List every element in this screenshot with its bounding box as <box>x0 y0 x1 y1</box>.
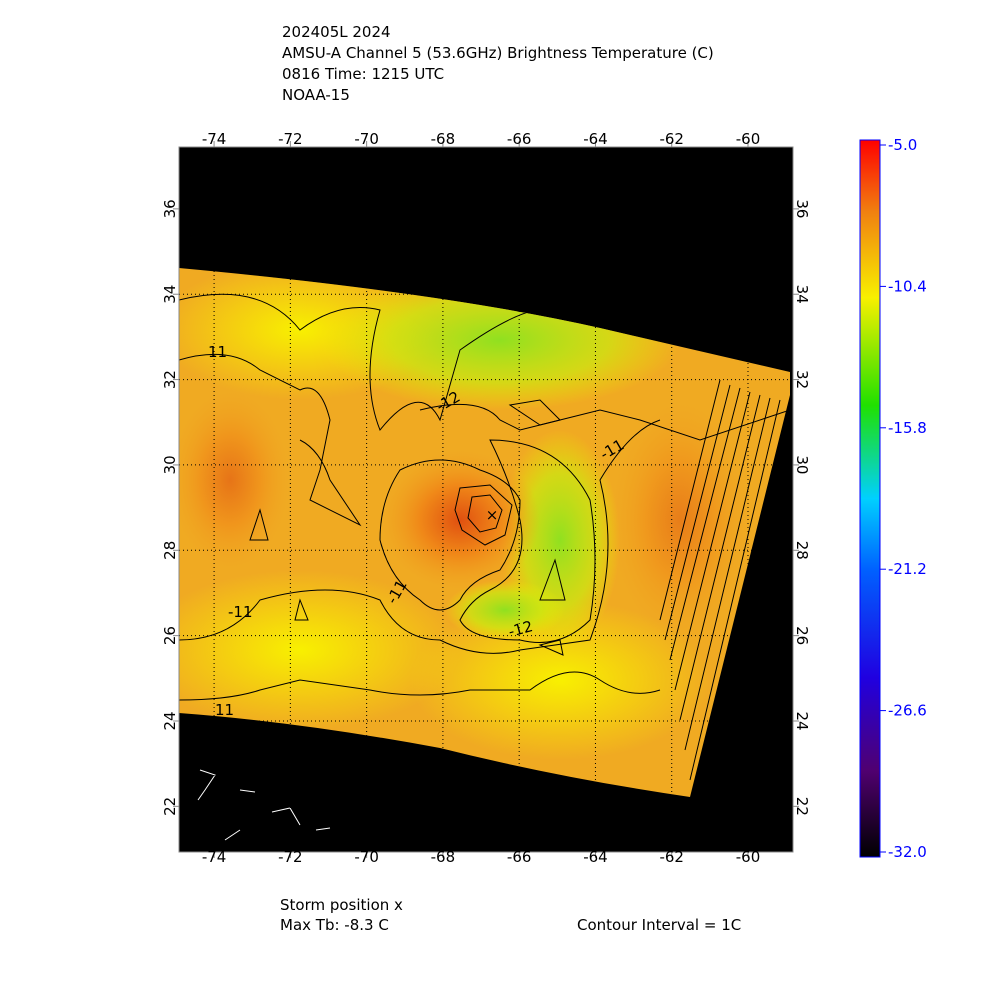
footer-max-tb: Max Tb: -8.3 C <box>280 916 389 934</box>
title-line: AMSU-A Channel 5 (53.6GHz) Brightness Te… <box>282 44 714 62</box>
title-line: NOAA-15 <box>282 86 350 104</box>
colorbar-label: -10.4 <box>888 277 927 295</box>
x-tick-label: -72 <box>278 130 303 148</box>
y-tick-label: 26 <box>793 626 811 645</box>
x-tick-label: -60 <box>736 848 761 866</box>
x-tick-label: -66 <box>507 130 532 148</box>
x-tick-label: -74 <box>202 130 227 148</box>
y-tick-label: 22 <box>793 797 811 816</box>
x-tick-label: -64 <box>583 848 608 866</box>
contour-label: 11 <box>215 701 234 719</box>
x-tick-label: -62 <box>659 848 684 866</box>
title-line: 202405L 2024 <box>282 23 391 41</box>
y-tick-label: 28 <box>161 541 179 560</box>
colorbar-label: -26.6 <box>888 702 927 720</box>
contour-label: 11 <box>208 343 227 361</box>
storm-marker: × <box>486 506 499 524</box>
x-tick-label: -72 <box>278 848 303 866</box>
x-tick-label: -66 <box>507 848 532 866</box>
x-tick-label: -70 <box>354 130 379 148</box>
map-frame <box>178 146 794 853</box>
y-tick-label: 28 <box>793 541 811 560</box>
x-tick-label: -74 <box>202 848 227 866</box>
contour-label: -11 <box>228 603 253 621</box>
colorbar-label: -32.0 <box>888 843 927 861</box>
colorbar-label: -21.2 <box>888 560 927 578</box>
y-tick-label: 36 <box>161 199 179 218</box>
contour-label: -12 <box>506 617 534 641</box>
y-tick-label: 30 <box>161 455 179 474</box>
coastline <box>197 769 331 841</box>
x-tick-label: -62 <box>659 130 684 148</box>
swath <box>179 268 790 797</box>
x-tick-label: -68 <box>431 130 456 148</box>
x-tick-label: -64 <box>583 130 608 148</box>
y-tick-label: 32 <box>161 370 179 389</box>
y-tick-label: 24 <box>793 711 811 730</box>
colorbar-label: -5.0 <box>888 136 917 154</box>
y-tick-label: 34 <box>161 285 179 304</box>
y-tick-label: 36 <box>793 199 811 218</box>
footer-interval: Contour Interval = 1C <box>577 916 741 934</box>
y-tick-label: 32 <box>793 370 811 389</box>
y-tick-label: 34 <box>793 285 811 304</box>
colorbar <box>859 139 881 858</box>
x-tick-label: -60 <box>736 130 761 148</box>
y-tick-label: 22 <box>161 797 179 816</box>
x-tick-label: -68 <box>431 848 456 866</box>
title-line: 0816 Time: 1215 UTC <box>282 65 444 83</box>
y-tick-label: 30 <box>793 455 811 474</box>
y-tick-label: 26 <box>161 626 179 645</box>
x-tick-label: -70 <box>354 848 379 866</box>
y-tick-label: 24 <box>161 711 179 730</box>
footer-storm: Storm position x <box>280 896 403 914</box>
colorbar-label: -15.8 <box>888 419 927 437</box>
